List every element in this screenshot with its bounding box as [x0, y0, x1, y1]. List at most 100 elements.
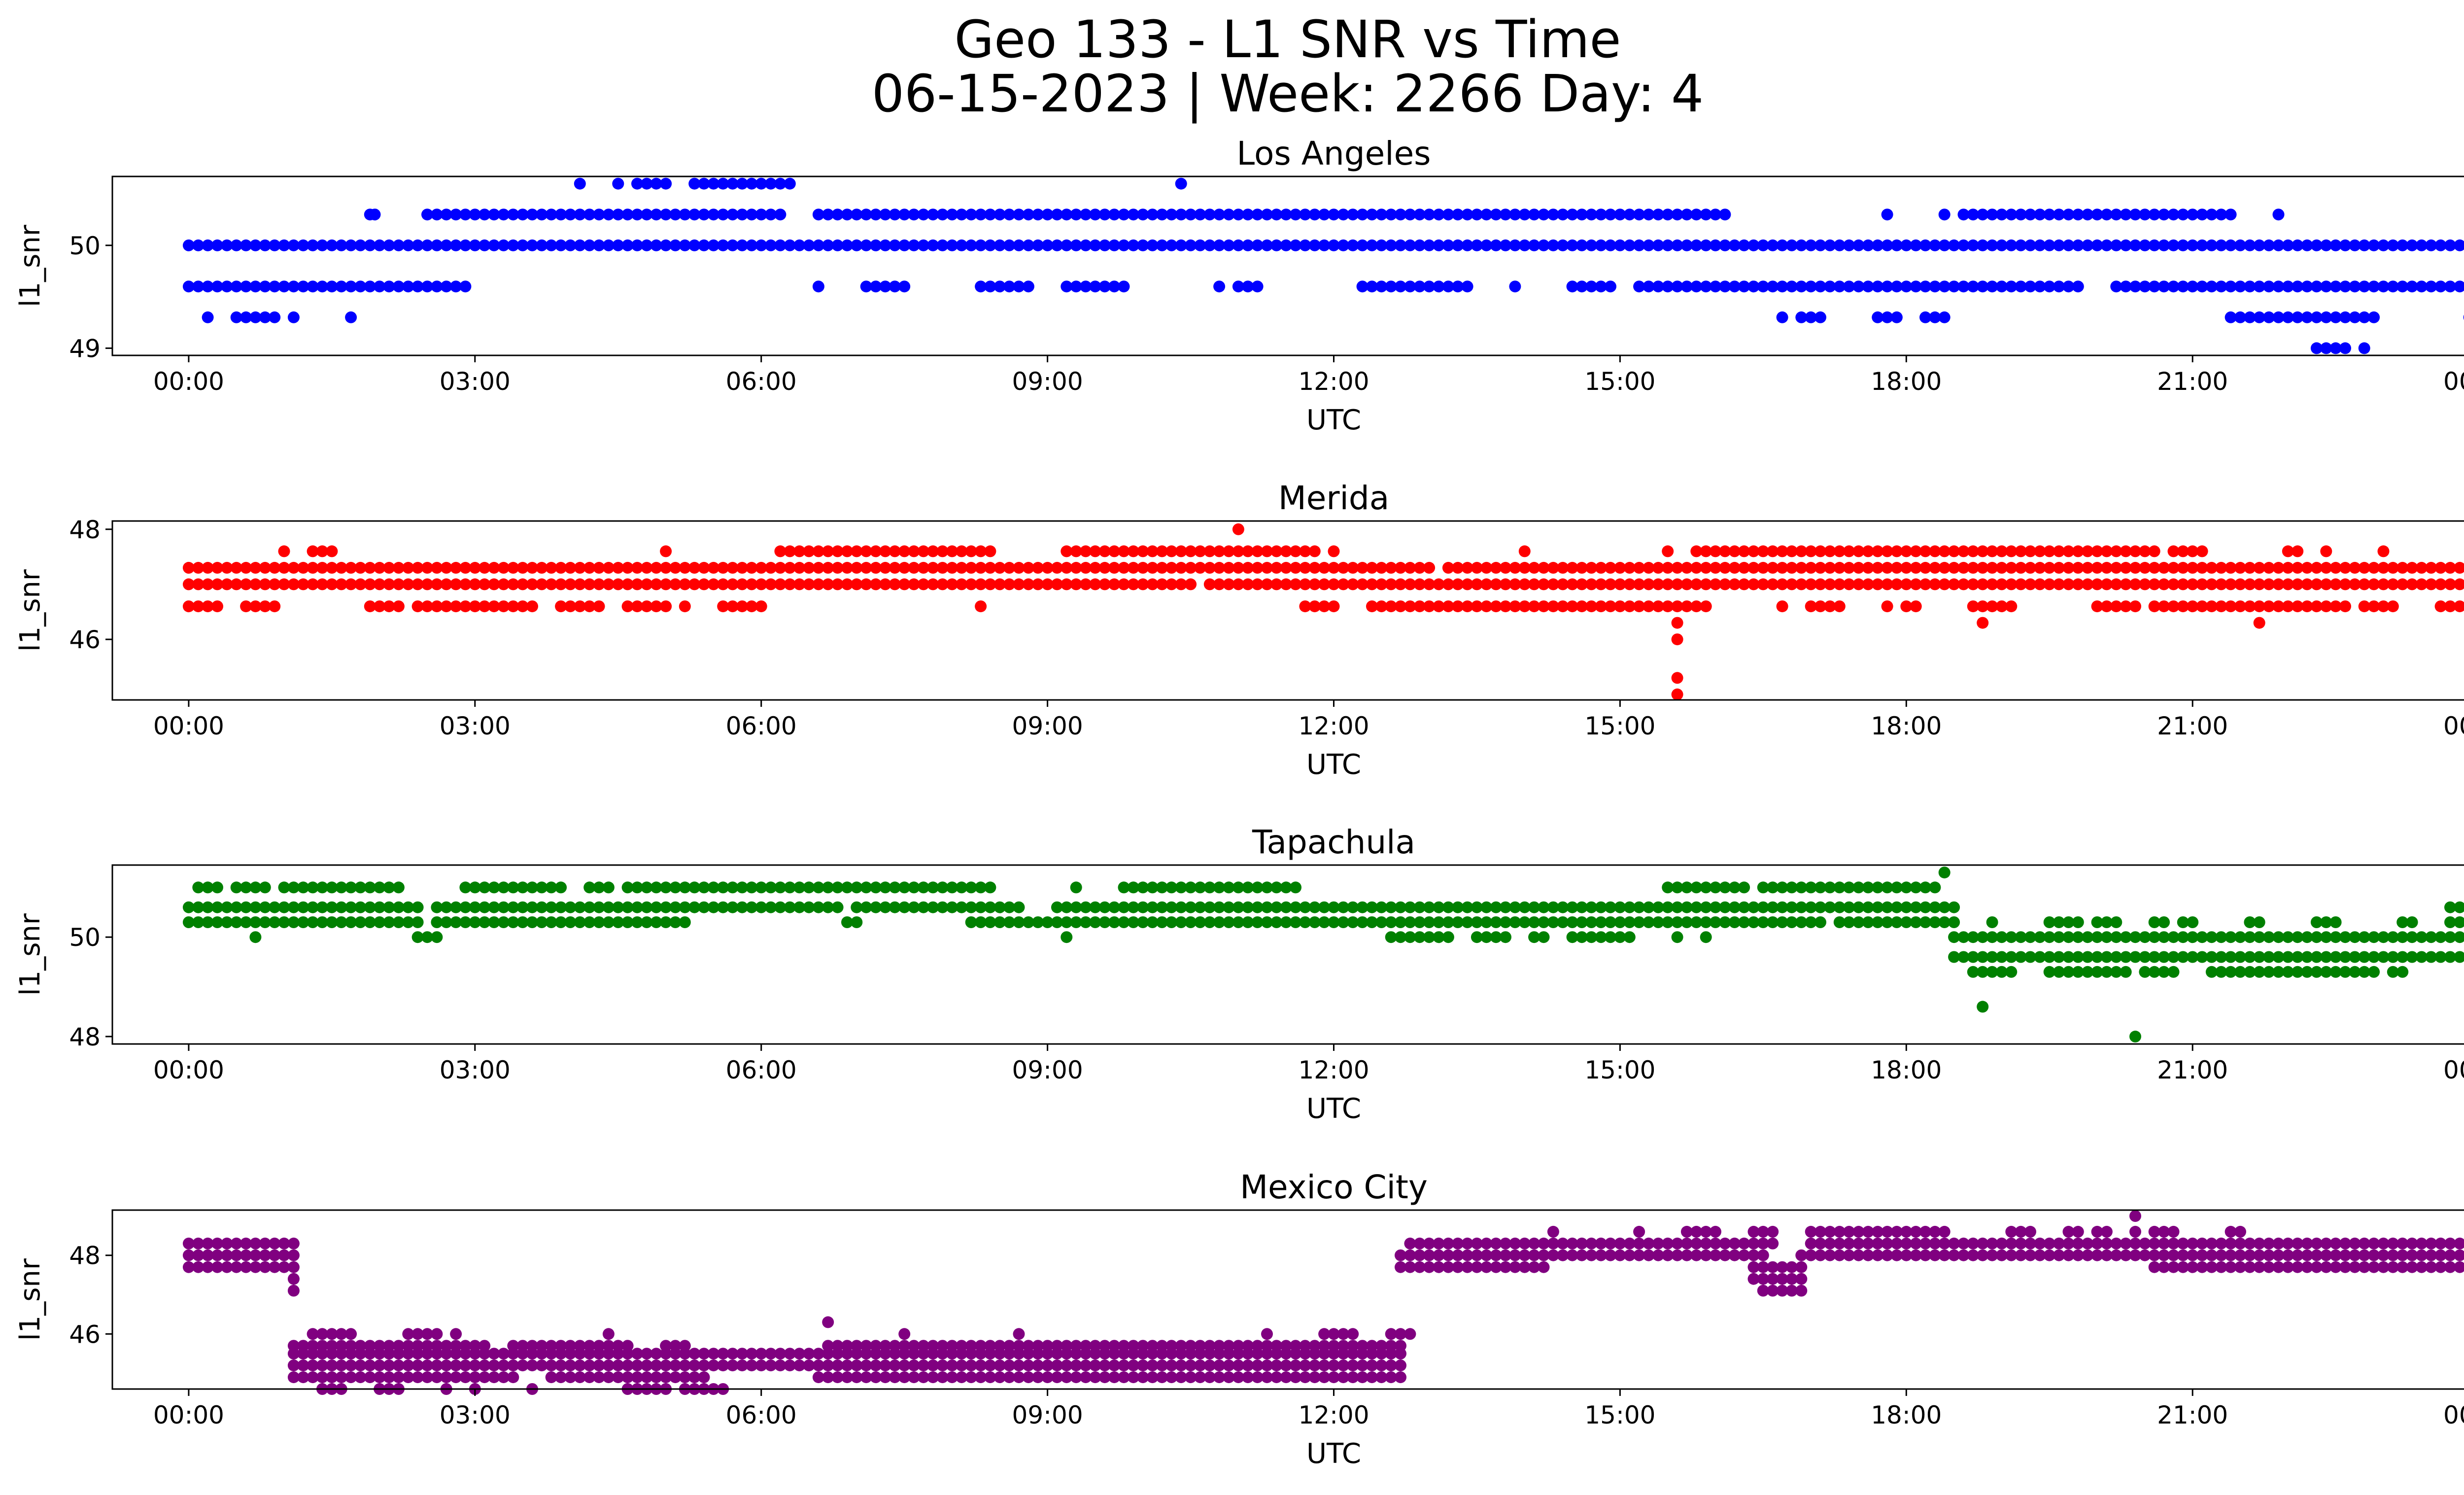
data-point	[2434, 578, 2447, 591]
data-point	[612, 916, 624, 928]
data-point	[450, 1340, 462, 1352]
data-point	[516, 209, 529, 221]
data-point	[1404, 1328, 1416, 1340]
data-point	[2253, 916, 2265, 928]
data-point	[1442, 561, 1454, 574]
data-point	[1900, 1225, 1913, 1238]
data-point	[2234, 1225, 2246, 1238]
data-point	[956, 1340, 968, 1352]
data-point	[1738, 916, 1750, 928]
data-point	[1566, 916, 1578, 928]
data-point	[1356, 916, 1369, 928]
data-point	[679, 901, 691, 913]
data-point	[2454, 578, 2464, 591]
data-point	[1490, 931, 1502, 943]
data-point	[211, 561, 223, 574]
data-point	[2377, 600, 2390, 613]
data-point	[2196, 931, 2208, 943]
data-point	[717, 561, 729, 574]
data-point	[2454, 280, 2464, 293]
data-point	[1061, 901, 1073, 913]
data-point	[2215, 1237, 2227, 1250]
data-point	[2234, 1261, 2246, 1273]
data-point	[2320, 600, 2332, 613]
data-point	[1404, 1237, 1416, 1250]
data-point	[1146, 1359, 1159, 1372]
data-point	[1500, 600, 1511, 613]
data-point	[1986, 966, 1998, 978]
data-point	[1929, 881, 1941, 894]
data-point	[1165, 901, 1178, 913]
data-point	[2444, 1249, 2456, 1261]
data-point	[574, 209, 586, 221]
data-point	[221, 561, 233, 574]
data-point	[488, 1359, 500, 1372]
data-point	[898, 1340, 911, 1352]
data-point	[1395, 600, 1406, 613]
data-point	[2253, 931, 2265, 943]
data-point	[717, 177, 729, 190]
data-point	[965, 209, 977, 221]
data-point	[2415, 239, 2428, 251]
data-point	[1710, 578, 1721, 591]
data-point	[2234, 600, 2246, 613]
data-point	[1318, 239, 1331, 251]
data-point	[736, 901, 748, 913]
data-point	[650, 177, 662, 190]
data-point	[1452, 600, 1464, 613]
data-point	[2167, 578, 2180, 591]
data-point	[1547, 578, 1559, 591]
data-point	[2215, 1249, 2227, 1261]
data-point	[1977, 951, 1989, 963]
data-point	[1500, 916, 1511, 928]
data-point	[583, 1371, 596, 1384]
data-point	[1671, 1249, 1683, 1261]
data-point	[612, 901, 624, 913]
data-point	[1814, 916, 1826, 928]
data-point	[1242, 916, 1254, 928]
data-point	[1633, 901, 1645, 913]
data-point	[202, 881, 214, 894]
data-point	[1652, 1237, 1664, 1250]
data-point	[631, 1348, 643, 1360]
data-point	[841, 1340, 853, 1352]
data-point	[1547, 1225, 1559, 1238]
data-point	[1261, 1371, 1273, 1384]
data-point	[1347, 916, 1359, 928]
data-point	[2454, 600, 2464, 613]
data-point	[1356, 1359, 1369, 1372]
data-point	[2292, 545, 2304, 557]
data-point	[698, 901, 710, 913]
data-point	[1500, 1261, 1511, 1273]
data-point	[908, 1340, 920, 1352]
data-point	[1995, 561, 2008, 574]
data-point	[1862, 239, 1874, 251]
data-point	[583, 209, 596, 221]
data-point	[1805, 578, 1817, 591]
data-point	[1070, 901, 1082, 913]
data-point	[536, 578, 548, 591]
data-point	[1862, 561, 1874, 574]
data-point	[1633, 209, 1645, 221]
data-point	[755, 901, 767, 913]
data-point	[469, 1359, 481, 1372]
data-point	[1852, 881, 1865, 894]
data-point	[2329, 1249, 2342, 1261]
data-point	[202, 239, 214, 251]
data-point	[1710, 881, 1721, 894]
data-point	[1098, 209, 1111, 221]
data-point	[1290, 578, 1301, 591]
x-tick-label: 15:00	[1584, 712, 1655, 740]
data-point	[2177, 239, 2189, 251]
data-point	[1137, 239, 1149, 251]
data-point	[469, 239, 481, 251]
data-point	[1165, 1359, 1178, 1372]
data-point	[1872, 916, 1884, 928]
data-point	[1680, 1225, 1693, 1238]
data-point	[2387, 561, 2399, 574]
data-point	[1194, 209, 1206, 221]
data-point	[2177, 1237, 2189, 1250]
data-point	[383, 280, 395, 293]
data-point	[392, 916, 405, 928]
data-point	[1948, 280, 1960, 293]
